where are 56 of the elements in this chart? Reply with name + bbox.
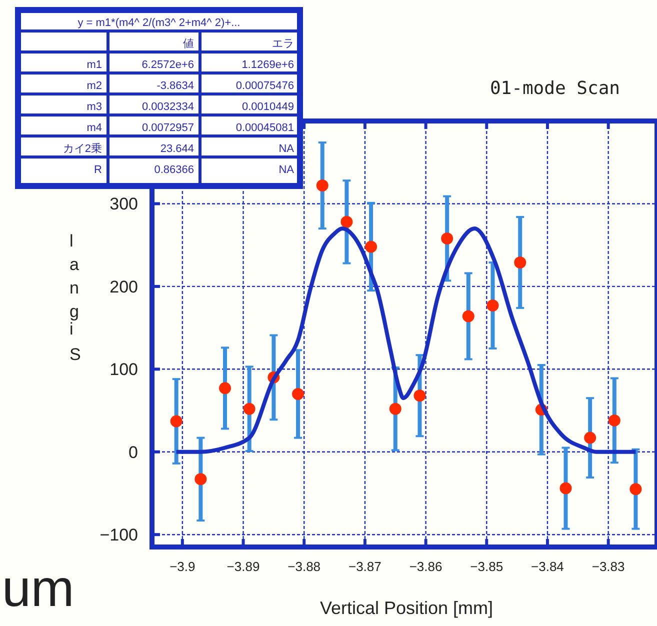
text: 0.0032334 [142,101,194,113]
y-axis-title: Signal [69,231,95,364]
text: 値 [183,38,194,50]
point [486,299,499,312]
point [170,415,182,428]
text: m3 [86,101,102,113]
x-tick-label: −3.88 [288,559,321,574]
text: m4 [86,122,102,134]
x-tick-label: −3.85 [470,559,504,574]
y-tick-label: 100 [110,360,138,380]
text: m2 [86,80,102,92]
x-axis-title: Vertical Position [mm] [320,598,494,618]
point [560,482,572,494]
y-tick-label: 300 [110,194,138,214]
point [584,432,596,444]
point [608,414,620,426]
text: エラ [272,38,294,50]
x-tick-label: −3.89 [226,559,260,574]
text: -3.8634 [156,80,194,92]
point [243,402,256,415]
point [462,310,474,322]
point [441,232,454,244]
x-tick-label: −3.84 [531,559,564,574]
annotation: 23.644 [160,143,194,155]
point [414,390,426,402]
point [630,483,642,496]
annotation: 0.86366 [154,164,194,176]
x-tick-label: −3.87 [348,559,382,574]
y-tick-label: 200 [110,277,138,296]
annotation: 0.0072957 [142,122,194,134]
point [514,256,526,268]
text: 0.0010449 [242,101,294,113]
point [292,388,304,400]
point [365,240,378,253]
x-tick-label: −3.83 [592,559,625,574]
point [340,216,353,228]
text: 6.2572e+6 [142,59,194,71]
y-tick-label: 0 [128,442,138,462]
text: um [2,560,74,618]
point [389,402,402,415]
x-tick-label: −3.9 [170,559,196,574]
annotation: NA [278,164,295,176]
x-tick-label: −3.86 [409,559,442,574]
text: m1 [86,59,102,71]
annotation: 0.00045081 [236,122,294,134]
text: R [94,164,102,176]
text: 0.00075476 [236,80,294,92]
chart-title: 01-mode Scan [490,78,620,99]
text: 1.1269e+6 [242,59,294,71]
text: カイ2乗 [62,143,102,155]
annotation: NA [278,143,295,155]
y-tick-label: −100 [100,526,138,545]
point [219,382,232,394]
text: y = m1*(m4^ 2/(m3^ 2+m4^ 2)+... [78,17,240,29]
point [316,180,328,192]
point [194,473,207,486]
